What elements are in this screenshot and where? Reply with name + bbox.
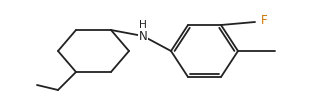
Text: H: H (139, 20, 147, 30)
Text: N: N (139, 29, 147, 43)
Text: F: F (261, 14, 268, 28)
